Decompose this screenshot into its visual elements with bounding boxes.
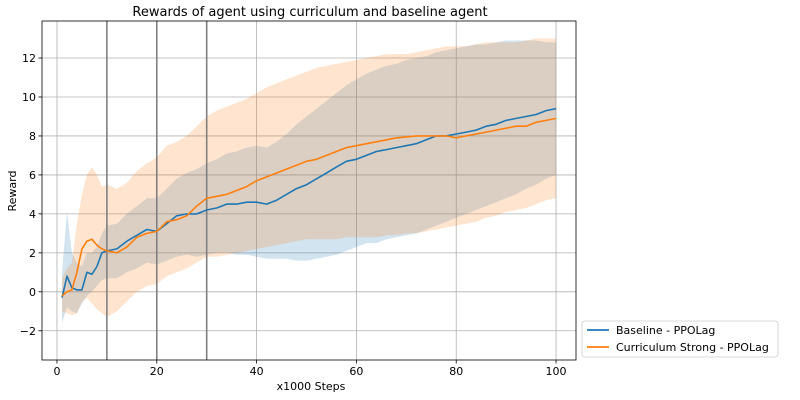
- y-tick-label: 10: [22, 91, 36, 104]
- chart-title: Rewards of agent using curriculum and ba…: [132, 5, 487, 20]
- x-tick-label: 0: [53, 365, 60, 378]
- y-tick-label: 0: [29, 286, 36, 299]
- series-lines: [61, 107, 557, 298]
- legend: Baseline - PPOLag Curriculum Strong - PP…: [581, 320, 779, 358]
- legend-label-baseline: Baseline - PPOLag: [616, 324, 715, 337]
- plot-frame: [41, 20, 577, 361]
- x-tick-label: 60: [349, 365, 363, 378]
- y-tick-label: 12: [22, 52, 36, 65]
- axis-ticks: 0 20 40 60 80 100 −2 0 2 4 6 8 10 12: [20, 52, 567, 378]
- phase-markers: [106, 21, 208, 360]
- grid-lines: [42, 21, 576, 360]
- series-line-1: [61, 117, 557, 297]
- y-axis-label: Reward: [6, 171, 19, 212]
- x-tick-label: 20: [150, 365, 164, 378]
- x-tick-label: 80: [449, 365, 463, 378]
- plot-area: [42, 21, 576, 360]
- y-tick-label: 6: [29, 169, 36, 182]
- confidence-band-1: [62, 38, 556, 318]
- x-tick-label: 40: [250, 365, 264, 378]
- y-tick-label: 4: [29, 208, 36, 221]
- confidence-bands: [62, 38, 556, 323]
- y-tick-label: −2: [20, 325, 36, 338]
- x-axis-label: x1000 Steps: [277, 380, 346, 393]
- legend-box: [581, 320, 779, 358]
- confidence-band-0: [62, 40, 556, 323]
- x-tick-label: 100: [546, 365, 567, 378]
- legend-label-curriculum: Curriculum Strong - PPOLag: [616, 341, 769, 354]
- y-tick-label: 8: [29, 130, 36, 143]
- y-tick-label: 2: [29, 247, 36, 260]
